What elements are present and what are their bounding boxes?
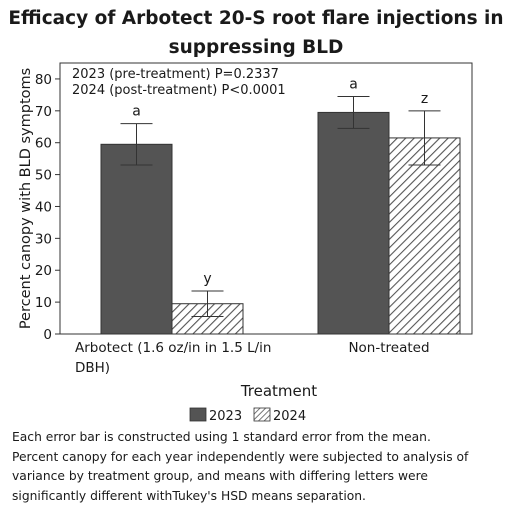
legend-label-2024: 2024 — [273, 409, 306, 424]
x-tick-label-1-0: Non-treated — [348, 340, 429, 356]
y-tick-label-20: 20 — [35, 263, 52, 279]
y-tick-label-60: 60 — [35, 136, 52, 152]
x-tick-label-0-1: DBH) — [75, 360, 110, 376]
y-tick-label-0: 0 — [43, 327, 52, 343]
significance-letter-2024-0: y — [203, 271, 211, 287]
significance-letter-2023-0: a — [132, 104, 141, 120]
significance-letter-2023-1: a — [349, 76, 358, 92]
y-tick-label-50: 50 — [35, 168, 52, 184]
x-axis-label: Treatment — [240, 382, 317, 400]
bar-2023-1 — [317, 111, 390, 335]
caption-line-3: variance by treatment group, and means w… — [12, 469, 428, 483]
chart-title-line-1: Efficacy of Arbotect 20-S root flare inj… — [8, 8, 504, 29]
y-tick-label-80: 80 — [35, 72, 52, 88]
caption-line-1: Each error bar is constructed using 1 st… — [12, 430, 431, 444]
y-tick-label-40: 40 — [35, 199, 52, 215]
plot-frame — [59, 62, 473, 335]
y-axis-label: Percent canopy with BLD symptoms — [18, 68, 34, 329]
annotation-1: 2024 (post-treatment) P<0.0001 — [72, 83, 286, 98]
annotation-0: 2023 (pre-treatment) P=0.2337 — [72, 67, 279, 82]
chart-caption: Each error bar is constructed using 1 st… — [12, 428, 508, 506]
y-tick-label-30: 30 — [35, 231, 52, 247]
chart-title-line-2: suppressing BLD — [168, 37, 344, 58]
y-tick-label-70: 70 — [35, 104, 52, 120]
chart-title: Efficacy of Arbotect 20-S root flare inj… — [0, 4, 512, 62]
legend-swatch-2024 — [253, 407, 271, 422]
significance-letter-2024-1: z — [421, 91, 428, 107]
bar-2024-1 — [388, 137, 461, 335]
legend-label-2023: 2023 — [209, 409, 242, 424]
caption-line-4: significantly different withTukey's HSD … — [12, 488, 366, 503]
caption-line-2: Percent canopy for each year independent… — [12, 449, 469, 464]
bar-2023-0 — [100, 143, 173, 335]
legend-swatch-2023 — [189, 407, 207, 422]
y-tick-label-10: 10 — [35, 295, 52, 311]
x-tick-label-0-0: Arbotect (1.6 oz/in in 1.5 L/in — [75, 340, 271, 356]
